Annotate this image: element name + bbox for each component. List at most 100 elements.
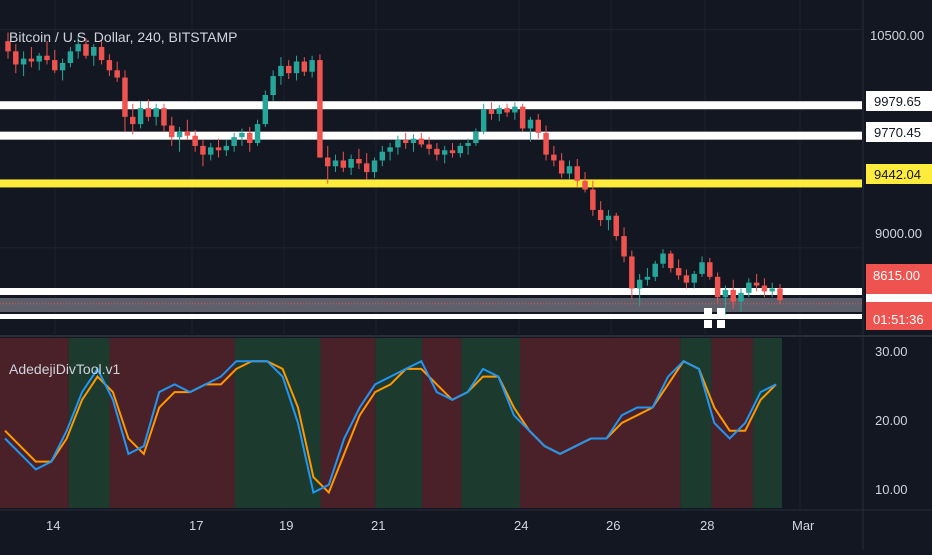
osc-tick-30: 30.00	[875, 344, 908, 359]
candle-body	[769, 288, 775, 292]
candle-body	[52, 60, 58, 71]
candle-body	[777, 288, 783, 301]
level-label-9979: 9979.65	[874, 94, 921, 109]
candle-body	[293, 61, 300, 74]
osc-tick-10: 10.00	[875, 482, 908, 497]
candle-body	[130, 116, 136, 125]
candle-body	[753, 282, 760, 286]
osc-tick-20: 20.00	[875, 413, 908, 428]
time-tick-19: 19	[279, 518, 293, 533]
candle-body	[410, 138, 417, 143]
candle-body	[184, 131, 191, 136]
candle-body	[145, 108, 152, 117]
candle-body	[363, 163, 370, 173]
oscillator-line-blue	[4, 359, 777, 494]
candle-body	[629, 256, 635, 289]
candle-body	[371, 160, 378, 173]
candle-body	[512, 106, 518, 113]
candle-body	[449, 150, 456, 154]
candle-body	[527, 119, 534, 129]
candle-body	[566, 166, 573, 174]
candle-body	[239, 132, 245, 138]
oscillator-zone	[109, 338, 235, 508]
candle-body	[535, 119, 541, 133]
level-line-9979	[0, 101, 862, 110]
candle-body	[67, 51, 74, 63]
candle-body	[301, 61, 308, 72]
horizontal-levels[interactable]	[0, 101, 862, 319]
candle-body	[738, 292, 744, 302]
candle-body	[192, 135, 198, 146]
level-label-bg-3	[866, 164, 932, 184]
time-tick-17: 17	[189, 518, 203, 533]
time-tick-21: 21	[371, 518, 385, 533]
oscillator-zone	[0, 338, 69, 508]
candle-body	[208, 147, 214, 155]
current-price-label: 8615.00	[873, 268, 920, 283]
candle-body	[348, 159, 354, 168]
candle-body	[496, 108, 503, 114]
candle-body	[309, 60, 315, 72]
candle-body	[324, 157, 331, 167]
level-label-9770: 9770.45	[874, 125, 921, 140]
level-label-bg-2	[866, 122, 932, 142]
pane-resize-handle[interactable]	[704, 308, 725, 328]
price-tick-9000: 9000.00	[875, 226, 922, 241]
candle-body	[613, 215, 619, 237]
level-label-bg-1	[866, 91, 932, 111]
candle-body	[434, 148, 440, 155]
candle-body	[278, 65, 284, 77]
candle-body	[574, 166, 580, 181]
oscillator-zone	[68, 338, 110, 508]
candle-body	[605, 215, 612, 221]
time-tick-24: 24	[514, 518, 528, 533]
candle-body	[223, 145, 230, 151]
candle-body	[582, 180, 588, 190]
level-band-lower	[0, 298, 862, 312]
level-line-9442	[0, 179, 862, 188]
candle-body	[730, 289, 736, 302]
oscillator-zones	[0, 338, 782, 508]
oscillator-zone	[461, 338, 521, 508]
candle-body	[683, 275, 690, 283]
oscillator-line-orange	[4, 359, 777, 495]
candle-body	[473, 131, 479, 143]
time-tick-mar: Mar	[792, 518, 815, 533]
candle-body	[504, 108, 510, 113]
candle-body	[597, 209, 604, 221]
candle-body	[660, 253, 666, 264]
candle-body	[20, 58, 27, 65]
oscillator-zone	[680, 338, 712, 508]
candle-body	[379, 151, 386, 161]
candle-body	[761, 285, 768, 292]
candle-body	[675, 268, 682, 276]
candle-body	[691, 273, 697, 283]
candle-body	[395, 140, 401, 148]
countdown-label: 01:51:36	[873, 312, 924, 327]
candle-body	[488, 109, 495, 114]
candle-body	[441, 150, 448, 155]
price-tick-10500: 10500.00	[870, 28, 924, 43]
candle-body	[215, 147, 222, 151]
candles[interactable]	[5, 32, 783, 315]
candle-body	[122, 77, 128, 117]
candle-body	[161, 108, 167, 126]
chart-title: Bitcoin / U.S. Dollar, 240, BITSTAMP	[9, 29, 237, 45]
candle-body	[317, 60, 323, 158]
candle-body	[699, 262, 705, 274]
candle-body	[200, 145, 206, 155]
level-line-lower-1	[0, 288, 862, 295]
candle-body	[91, 47, 97, 56]
indicator-name[interactable]: AdedejiDivTool.v1	[9, 361, 120, 377]
countdown-bg	[866, 286, 932, 330]
candle-body	[387, 147, 393, 152]
candle-body	[418, 138, 425, 145]
candle-body	[13, 51, 19, 65]
current-price-bg	[866, 264, 932, 286]
candle-body	[98, 47, 105, 61]
candle-body	[426, 144, 432, 149]
oscillator-zone	[711, 338, 754, 508]
time-tick-28: 28	[700, 518, 714, 533]
